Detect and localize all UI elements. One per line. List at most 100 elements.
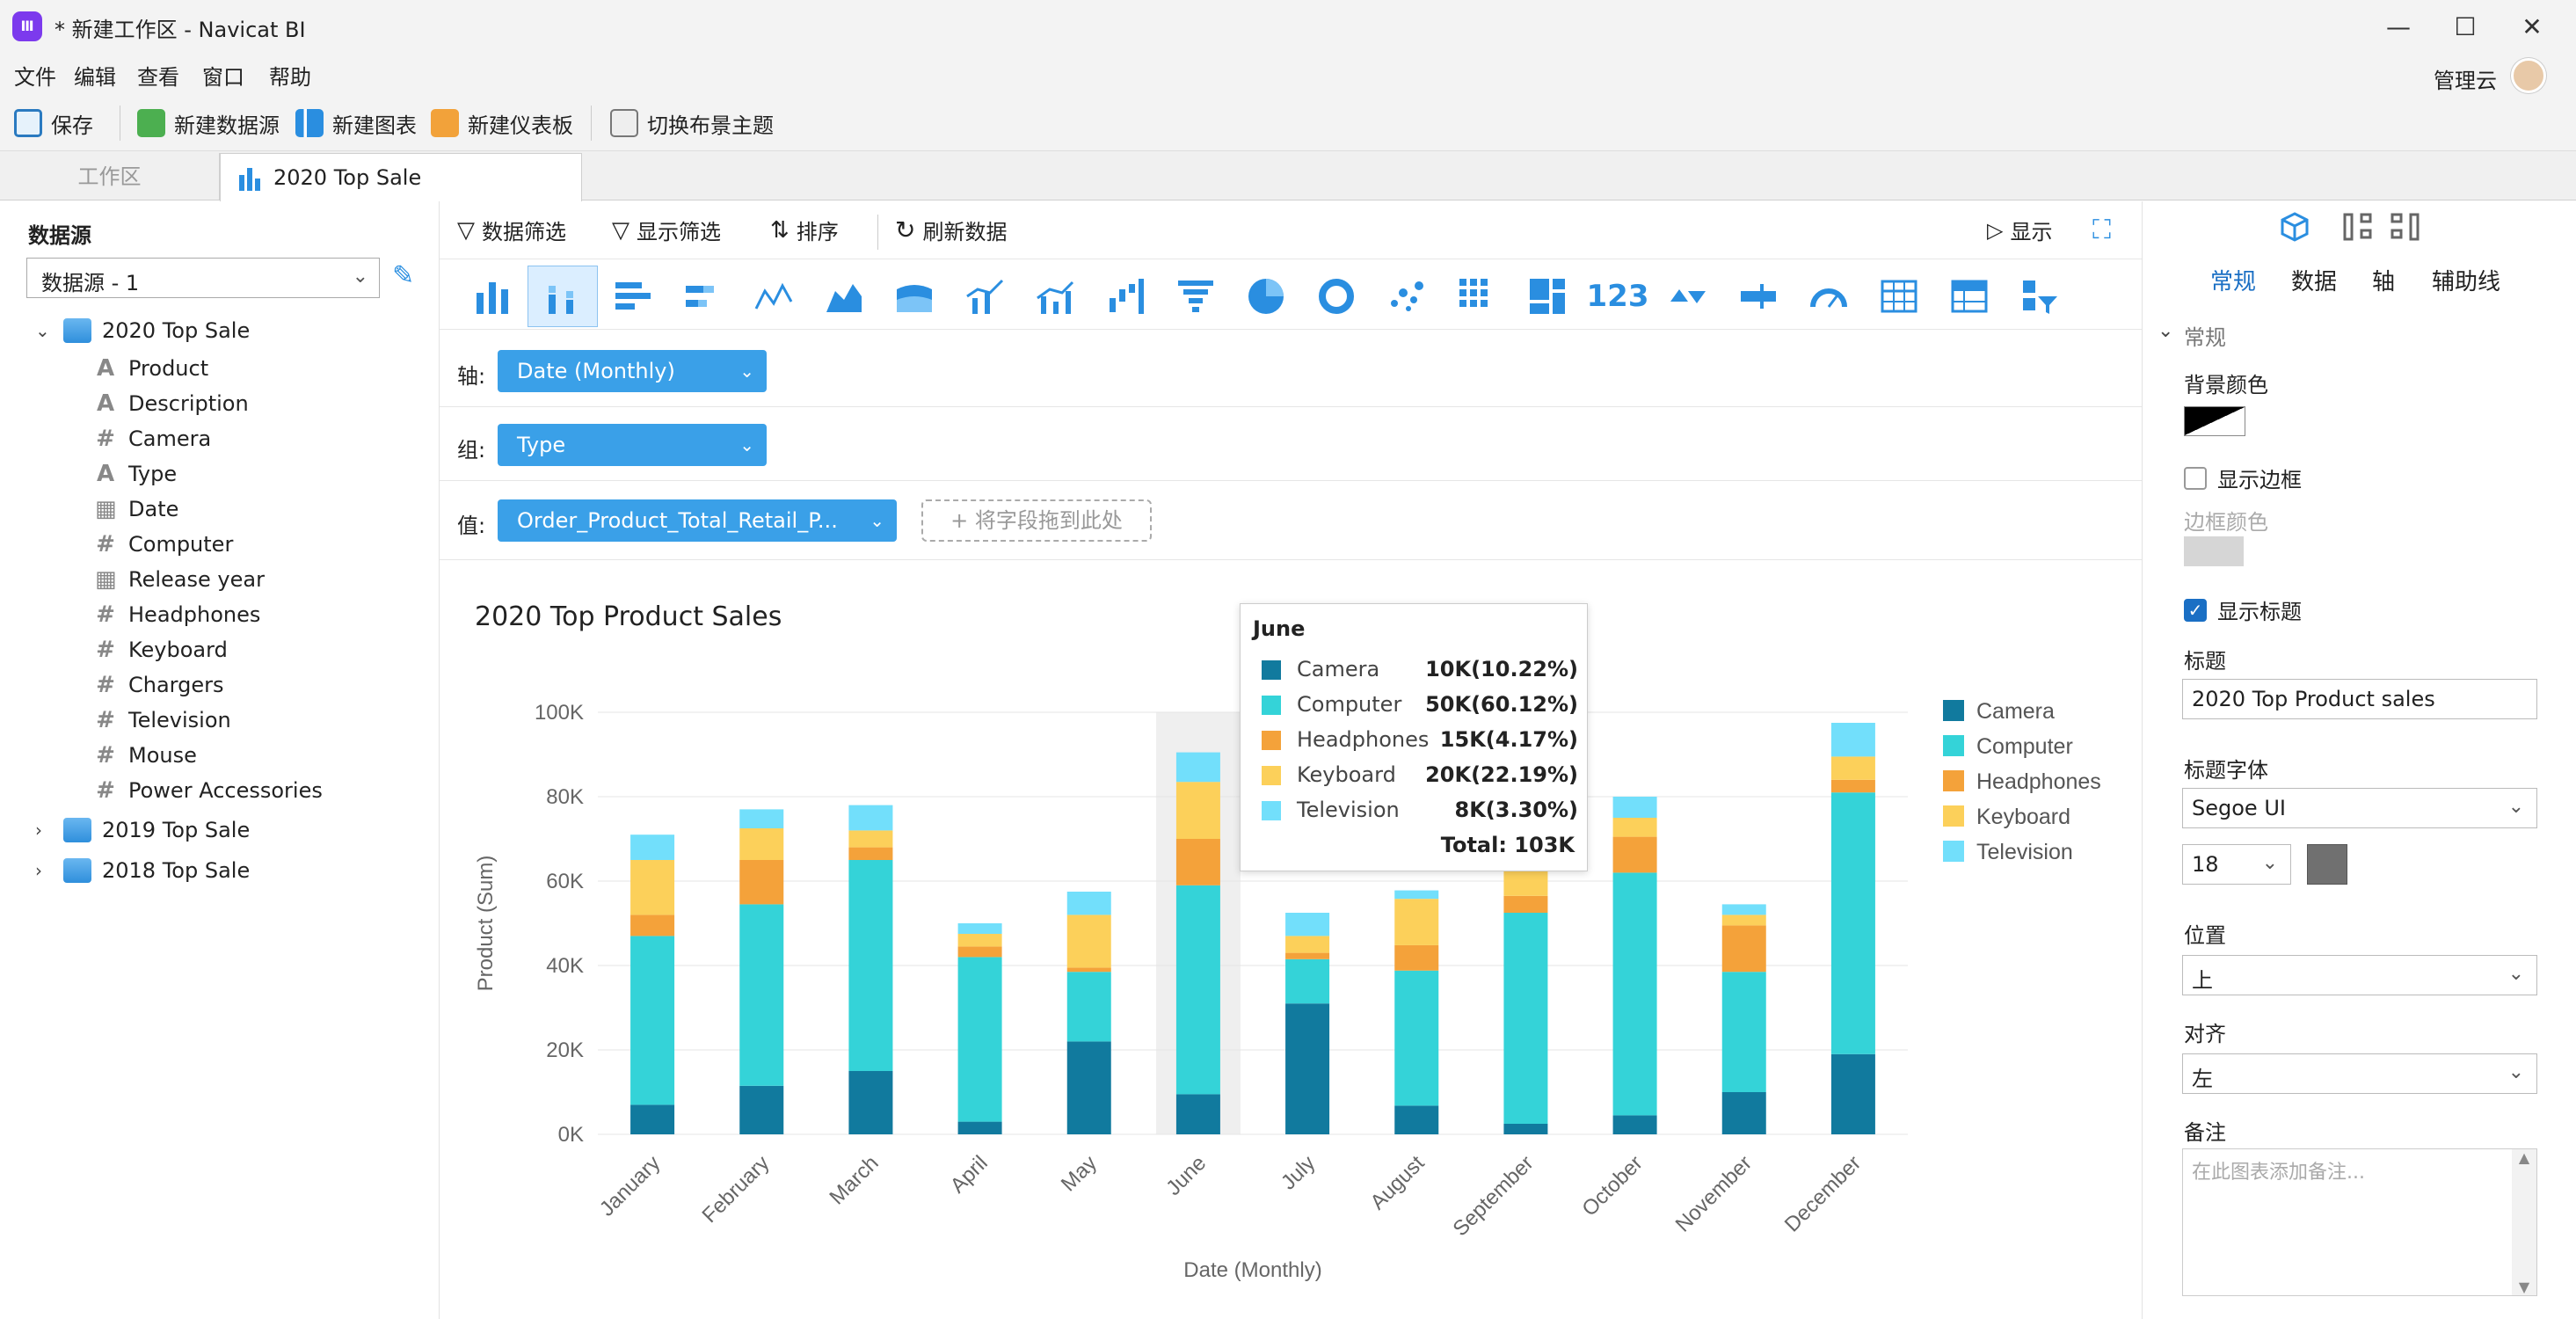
menu-window[interactable]: 窗口 (202, 65, 244, 90)
line-chart-icon[interactable] (739, 266, 809, 327)
field-item[interactable]: # Television (95, 707, 231, 733)
tooltip-row: Camera 10K(10.22%) (1253, 653, 1578, 685)
chevron-right-icon[interactable]: › (35, 860, 42, 881)
stacked-horizontal-bar-icon[interactable] (668, 266, 739, 327)
new-datasource-button[interactable]: 新建数据源 (137, 104, 280, 142)
bar-line-combo-icon[interactable] (950, 266, 1020, 327)
stacked-bar-chart-icon[interactable] (528, 266, 598, 327)
field-item[interactable]: # Computer (95, 531, 233, 557)
chevron-down-icon[interactable]: ⌄ (35, 320, 50, 341)
tab-axis[interactable]: 轴 (2372, 269, 2396, 295)
group-field-pill[interactable]: Type ⌄ (498, 424, 767, 466)
bar-line-combo-2-icon[interactable] (1020, 266, 1090, 327)
tab-general[interactable]: 常规 (2210, 269, 2257, 295)
filter-control-icon[interactable] (2005, 266, 2075, 327)
field-item[interactable]: ▦ Date (95, 496, 178, 522)
show-title-checkbox[interactable]: ✓ 显示标题 (2184, 594, 2302, 625)
field-item[interactable]: # Keyboard (95, 637, 228, 663)
chevron-down-icon[interactable]: ⌄ (2158, 320, 2174, 342)
tab-data[interactable]: 数据 (2291, 269, 2338, 295)
position-select[interactable]: 上 ⌄ (2182, 955, 2537, 995)
field-item[interactable]: # Headphones (95, 601, 260, 628)
hierarchy-icon[interactable] (2342, 211, 2374, 243)
switch-theme-button[interactable]: 切换布景主题 (610, 104, 774, 142)
field-item[interactable]: # Chargers (95, 672, 223, 698)
tab-guides[interactable]: 辅助线 (2432, 269, 2501, 295)
new-dashboard-label: 新建仪表板 (468, 113, 573, 138)
title-color-swatch[interactable] (2307, 844, 2347, 885)
field-item[interactable]: # Camera (95, 426, 211, 452)
note-textarea[interactable]: 在此图表添加备注... ▲ ▼ (2182, 1148, 2537, 1296)
menu-view[interactable]: 查看 (137, 65, 179, 90)
stacked-area-icon[interactable] (879, 266, 950, 327)
field-item[interactable]: A Type (95, 461, 177, 487)
edit-datasource-icon[interactable]: ✎ (392, 260, 415, 291)
font-family-select[interactable]: Segoe UI ⌄ (2182, 788, 2537, 828)
sort-button[interactable]: ⇅ 排序 (770, 215, 839, 245)
border-color-swatch[interactable] (2184, 536, 2244, 566)
scrollbar[interactable]: ▲ ▼ (2512, 1149, 2536, 1295)
minimize-button[interactable]: — (2386, 12, 2411, 41)
field-item[interactable]: ▦ Release year (95, 566, 265, 593)
align-select[interactable]: 左 ⌄ (2182, 1053, 2537, 1094)
donut-chart-icon[interactable] (1301, 266, 1372, 327)
bar-chart-icon[interactable] (457, 266, 528, 327)
tab-2020-top-sale[interactable]: 2020 Top Sale (220, 153, 582, 202)
refresh-button[interactable]: ↻ 刷新数据 (895, 215, 1007, 245)
value-field-pill[interactable]: Order_Product_Total_Retail_P... ⌄ (498, 499, 897, 542)
horizontal-bar-chart-icon[interactable] (598, 266, 668, 327)
field-drop-zone[interactable]: + 将字段拖到此处 (921, 499, 1152, 542)
heatmap-icon[interactable] (1442, 266, 1512, 327)
new-dashboard-button[interactable]: 新建仪表板 (431, 104, 573, 142)
checkbox-checked[interactable]: ✓ (2184, 598, 2207, 622)
tree-node-2018-top-sale[interactable]: › 2018 Top Sale (35, 858, 250, 883)
scroll-up-icon[interactable]: ▲ (2518, 1149, 2530, 1166)
tree-node-2020-top-sale[interactable]: ⌄ 2020 Top Sale (35, 318, 250, 343)
checkbox[interactable] (2184, 466, 2207, 490)
treemap-icon[interactable] (1512, 266, 1583, 327)
tab-workspace[interactable]: 工作区 (0, 153, 220, 200)
section-general[interactable]: 常规 (2184, 325, 2226, 350)
gauge-chart-icon[interactable] (1794, 266, 1864, 327)
data-filter-button[interactable]: ▽ 数据筛选 (457, 215, 566, 245)
sort-icon: ⇅ (770, 216, 790, 244)
chevron-right-icon[interactable]: › (35, 820, 42, 841)
save-button[interactable]: 保存 (14, 104, 93, 142)
menu-help[interactable]: 帮助 (269, 65, 311, 90)
user-name[interactable]: 管理云 (2434, 69, 2497, 93)
datasource-select[interactable]: 数据源 - 1 ⌄ (26, 258, 380, 298)
display-button[interactable]: ▷ 显示 (1987, 215, 2052, 245)
pie-chart-icon[interactable] (1231, 266, 1301, 327)
kpi-value-icon[interactable]: 123 (1583, 266, 1653, 327)
table-icon[interactable] (1864, 266, 1934, 327)
fullscreen-icon[interactable]: ⛶ (2092, 215, 2111, 245)
funnel-chart-icon[interactable] (1161, 266, 1231, 327)
font-size-select[interactable]: 18 ⌄ (2182, 844, 2291, 885)
waterfall-chart-icon[interactable] (1090, 266, 1161, 327)
cube-icon[interactable] (2279, 211, 2310, 243)
show-border-checkbox[interactable]: 显示边框 (2184, 463, 2302, 493)
legend-swatch (1943, 700, 1964, 721)
field-item[interactable]: # Power Accessories (95, 777, 323, 804)
field-item[interactable]: A Product (95, 355, 208, 382)
scroll-down-icon[interactable]: ▼ (2518, 1279, 2530, 1295)
field-item[interactable]: # Mouse (95, 742, 197, 769)
tree-node-2019-top-sale[interactable]: › 2019 Top Sale (35, 818, 250, 842)
maximize-button[interactable]: ☐ (2454, 12, 2477, 41)
bg-color-swatch[interactable] (2184, 406, 2245, 436)
layout-icon[interactable] (2390, 211, 2421, 243)
pivot-table-icon[interactable] (1934, 266, 2005, 327)
field-item[interactable]: A Description (95, 390, 249, 417)
menu-edit[interactable]: 编辑 (74, 65, 116, 90)
title-input[interactable]: 2020 Top Product sales (2182, 679, 2537, 719)
axis-field-pill[interactable]: Date (Monthly) ⌄ (498, 350, 767, 392)
bullet-chart-icon[interactable] (1723, 266, 1794, 327)
avatar[interactable] (2511, 58, 2546, 93)
trend-indicator-icon[interactable] (1653, 266, 1723, 327)
menu-file[interactable]: 文件 (14, 65, 56, 90)
display-filter-button[interactable]: ▽ 显示筛选 (612, 215, 721, 245)
new-chart-button[interactable]: 新建图表 (295, 104, 417, 142)
scatter-chart-icon[interactable] (1372, 266, 1442, 327)
close-button[interactable]: ✕ (2521, 12, 2543, 41)
area-chart-icon[interactable] (809, 266, 879, 327)
